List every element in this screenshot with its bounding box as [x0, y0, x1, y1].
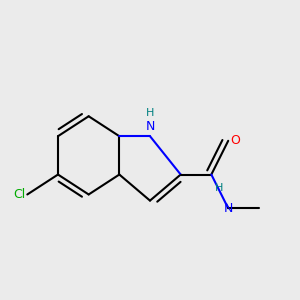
- Text: O: O: [231, 134, 241, 147]
- Text: H: H: [215, 183, 223, 193]
- Text: N: N: [224, 202, 233, 215]
- Text: Cl: Cl: [14, 188, 26, 201]
- Text: N: N: [145, 120, 155, 133]
- Text: H: H: [146, 108, 154, 118]
